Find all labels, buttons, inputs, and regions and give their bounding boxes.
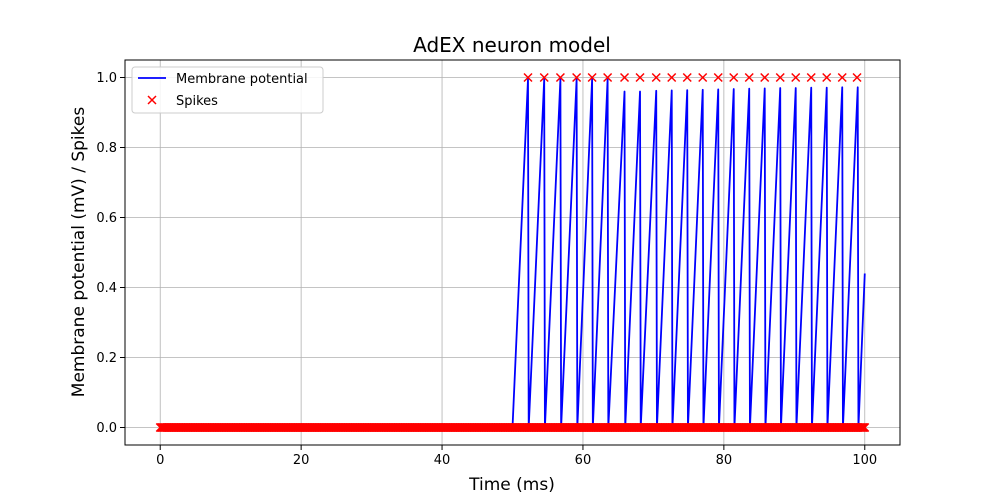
spike-marker-stroke bbox=[713, 72, 723, 83]
spike-marker bbox=[603, 72, 613, 83]
y-tick-label: 0.2 bbox=[96, 351, 117, 366]
plot-area bbox=[155, 72, 870, 433]
spike-marker-stroke bbox=[555, 72, 565, 83]
spike-marker bbox=[555, 72, 565, 83]
y-axis-label: Membrane potential (mV) / Spikes bbox=[69, 107, 89, 398]
spike-marker bbox=[791, 72, 801, 83]
spike-marker-stroke bbox=[860, 422, 870, 433]
spike-marker-stroke bbox=[682, 72, 692, 83]
spike-marker-stroke bbox=[587, 72, 597, 83]
spike-marker-stroke bbox=[619, 72, 630, 83]
axis-ticks: 0 20 40 60 80 100 0.0 0.2 0.4 0.6 0.8 1.0 bbox=[96, 71, 877, 468]
spike-marker bbox=[760, 72, 770, 83]
spike-marker-stroke bbox=[744, 72, 754, 83]
x-tick-label: 40 bbox=[434, 453, 451, 468]
legend-x-marker bbox=[147, 95, 157, 105]
spike-marker bbox=[837, 72, 847, 83]
legend-label-spikes: Spikes bbox=[176, 94, 218, 109]
x-tick-label: 100 bbox=[852, 453, 877, 468]
spike-marker-stroke bbox=[698, 72, 708, 83]
x-tick-label: 80 bbox=[716, 453, 733, 468]
spike-marker bbox=[619, 72, 630, 83]
spike-marker bbox=[698, 72, 708, 83]
x-tick-label: 0 bbox=[156, 453, 164, 468]
y-tick-label: 1.0 bbox=[96, 71, 117, 86]
y-tick-label: 0.4 bbox=[96, 281, 117, 296]
spike-marker bbox=[539, 72, 549, 83]
axes-frame bbox=[124, 59, 901, 446]
spike-marker bbox=[852, 72, 862, 83]
spike-marker bbox=[651, 72, 661, 83]
spike-marker-stroke bbox=[775, 72, 785, 83]
spike-marker bbox=[635, 72, 645, 83]
spike-marker-stroke bbox=[667, 72, 677, 83]
spike-marker bbox=[775, 72, 785, 83]
spike-marker-stroke bbox=[729, 72, 739, 83]
spike-marker-stroke bbox=[806, 72, 816, 83]
x-tick-label: 20 bbox=[293, 453, 310, 468]
spike-marker-stroke bbox=[523, 72, 533, 83]
spike-marker-stroke bbox=[603, 72, 613, 83]
spike-marker-stroke bbox=[572, 72, 582, 83]
spike-marker-stroke bbox=[837, 72, 847, 83]
x-axis-label: Time (ms) bbox=[468, 475, 555, 495]
chart-title: AdEX neuron model bbox=[413, 33, 611, 57]
spike-marker bbox=[822, 72, 832, 83]
legend: Membrane potential Spikes bbox=[131, 66, 324, 114]
spike-marker bbox=[806, 72, 816, 83]
spike-marker-stroke bbox=[651, 72, 661, 83]
spike-marker-stroke bbox=[791, 72, 801, 83]
y-tick-label: 0.8 bbox=[96, 141, 117, 156]
spike-marker-stroke bbox=[635, 72, 645, 83]
spike-marker-stroke bbox=[852, 72, 862, 83]
spike-marker bbox=[523, 72, 533, 83]
spike-marker bbox=[744, 72, 754, 83]
spike-marker bbox=[682, 72, 692, 83]
spike-marker bbox=[713, 72, 723, 83]
legend-box bbox=[131, 66, 324, 114]
spike-marker-stroke bbox=[822, 72, 832, 83]
spike-marker-stroke bbox=[760, 72, 770, 83]
spike-marker bbox=[729, 72, 739, 83]
spike-marker-stroke bbox=[539, 72, 549, 83]
spike-marker bbox=[572, 72, 582, 83]
baseline-marker bbox=[860, 422, 870, 433]
y-tick-label: 0.0 bbox=[96, 421, 117, 436]
legend-label-membrane: Membrane potential bbox=[176, 72, 308, 87]
spike-marker bbox=[667, 72, 677, 83]
spike-marker bbox=[587, 72, 597, 83]
y-tick-label: 0.6 bbox=[96, 211, 117, 226]
x-tick-label: 60 bbox=[575, 453, 592, 468]
